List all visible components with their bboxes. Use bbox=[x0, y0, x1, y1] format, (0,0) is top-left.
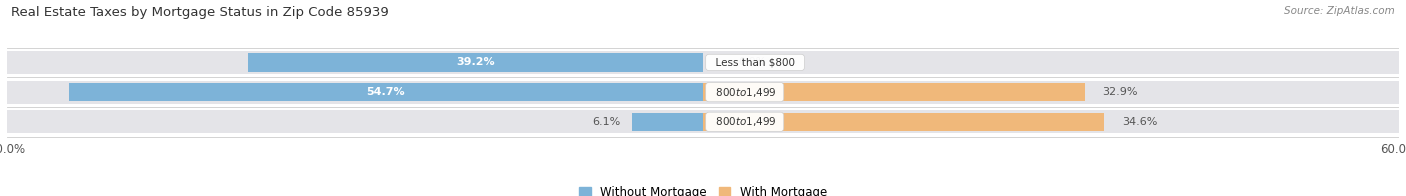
Bar bbox=[69, 83, 703, 101]
Bar bbox=[7, 81, 1399, 104]
Text: $800 to $1,499: $800 to $1,499 bbox=[709, 115, 780, 128]
Bar bbox=[7, 51, 1399, 74]
Legend: Without Mortgage, With Mortgage: Without Mortgage, With Mortgage bbox=[574, 181, 832, 196]
Text: 0.0%: 0.0% bbox=[738, 57, 766, 67]
Bar bbox=[703, 113, 1104, 131]
Bar bbox=[633, 113, 703, 131]
Text: Less than $800: Less than $800 bbox=[709, 57, 801, 67]
Text: 39.2%: 39.2% bbox=[457, 57, 495, 67]
Bar bbox=[703, 83, 1084, 101]
Text: Real Estate Taxes by Mortgage Status in Zip Code 85939: Real Estate Taxes by Mortgage Status in … bbox=[11, 6, 389, 19]
Text: $800 to $1,499: $800 to $1,499 bbox=[709, 86, 780, 99]
Text: Source: ZipAtlas.com: Source: ZipAtlas.com bbox=[1284, 6, 1395, 16]
Text: 6.1%: 6.1% bbox=[592, 117, 620, 127]
Text: 32.9%: 32.9% bbox=[1102, 87, 1137, 97]
Text: 54.7%: 54.7% bbox=[367, 87, 405, 97]
Text: 34.6%: 34.6% bbox=[1122, 117, 1157, 127]
Bar bbox=[249, 53, 703, 72]
Bar bbox=[7, 110, 1399, 133]
